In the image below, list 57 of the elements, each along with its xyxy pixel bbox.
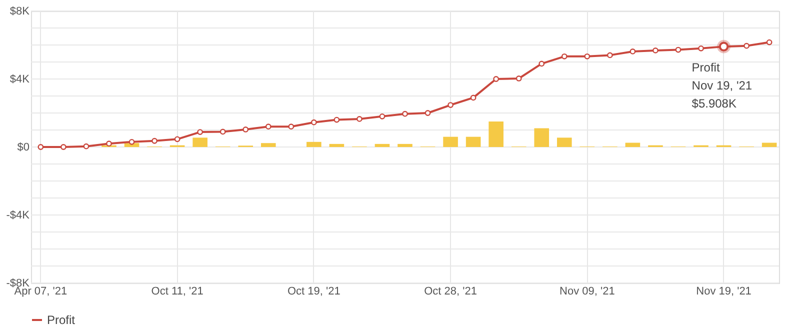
- bar: [556, 138, 572, 147]
- point: [584, 53, 590, 60]
- point: [538, 60, 545, 67]
- point: [334, 116, 340, 123]
- point: [424, 110, 431, 116]
- point: [379, 113, 386, 120]
- point: [606, 52, 613, 58]
- point: [402, 110, 408, 117]
- point: [220, 128, 226, 135]
- x-tick-label: Nov 19, '21: [696, 286, 752, 298]
- point: [356, 116, 362, 122]
- point: [766, 39, 772, 46]
- y-tick-label: $0: [17, 142, 30, 154]
- y-tick-label: $4K: [10, 74, 30, 86]
- point: [197, 129, 204, 135]
- bar: [398, 144, 412, 147]
- point: [288, 124, 294, 130]
- bar: [374, 144, 390, 147]
- point: [675, 46, 682, 53]
- bar: [625, 142, 640, 147]
- point: [470, 94, 476, 101]
- point: [698, 45, 704, 52]
- point: [448, 102, 454, 108]
- bar: [762, 142, 777, 147]
- bar: [443, 136, 458, 147]
- bar: [306, 142, 322, 147]
- bar: [192, 138, 208, 147]
- point: [83, 143, 90, 150]
- y-tick-label: -$4K: [6, 210, 30, 222]
- point: [310, 119, 317, 126]
- point: [561, 53, 568, 60]
- point: [744, 42, 750, 49]
- bar: [329, 144, 344, 147]
- legend-label: Profit: [47, 313, 76, 327]
- x-tick-label: Oct 19, '21: [287, 286, 340, 298]
- point: [516, 76, 522, 82]
- x-tick-label: Apr 07, '21: [14, 286, 68, 298]
- bar: [534, 128, 550, 147]
- bar: [466, 136, 481, 147]
- point: [128, 138, 135, 145]
- point: [630, 48, 636, 54]
- x-tick-label: Nov 09, '21: [560, 286, 615, 298]
- annotation: Profit Nov 19, '21 $5.908K: [692, 60, 752, 111]
- point: [106, 140, 112, 147]
- point: [265, 124, 272, 130]
- point: [174, 136, 180, 142]
- x-tick-label: Oct 11, '21: [151, 286, 204, 298]
- point: [652, 48, 658, 54]
- x-tick-label: Oct 28, '21: [424, 286, 477, 298]
- y-tick-label: $8K: [10, 6, 30, 18]
- point: [152, 138, 158, 144]
- point: [493, 76, 500, 82]
- point: [38, 144, 44, 150]
- point: [242, 126, 249, 132]
- bar: [260, 143, 276, 147]
- point: [60, 144, 66, 150]
- bar: [488, 122, 504, 147]
